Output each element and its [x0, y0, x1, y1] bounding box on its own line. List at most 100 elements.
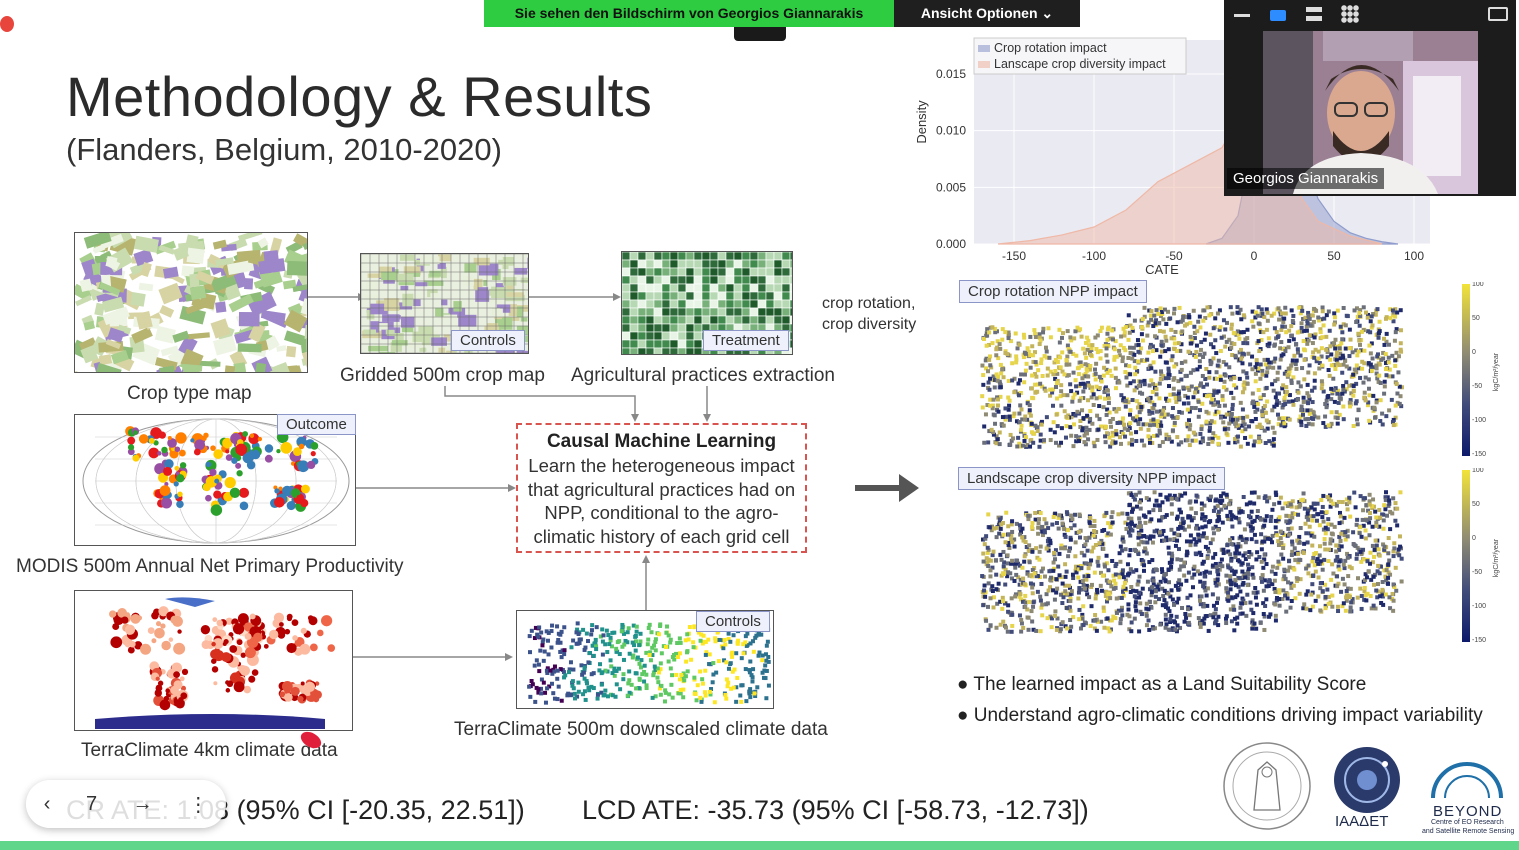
modis-npp-image	[74, 414, 356, 546]
legend-swatch	[978, 61, 990, 68]
colorbar-gradient	[1462, 470, 1470, 642]
lcd-map-tag: Landscape crop diversity NPP impact	[958, 467, 1226, 490]
controls-tag-2: Controls	[696, 611, 770, 632]
minimize-icon[interactable]	[1234, 14, 1250, 17]
slide-subtitle: (Flanders, Belgium, 2010-2020)	[66, 132, 502, 167]
legend-label: Lanscape crop diversity impact	[994, 57, 1166, 71]
arrow-icon	[356, 484, 516, 492]
causal-line: that agricultural practices had on	[527, 478, 796, 500]
slide-page-number: 7	[85, 792, 98, 815]
beyond-sub-1: Centre of EO Research	[1431, 819, 1504, 826]
colorbar-unit: kgC/m²/year	[1493, 538, 1500, 577]
x-tick-label: 50	[1327, 249, 1341, 263]
x-tick-label: 100	[1404, 249, 1424, 263]
gallery-grid-icon[interactable]	[1341, 5, 1359, 23]
y-tick-label: 0.000	[936, 237, 966, 251]
outcome-tag: Outcome	[277, 414, 356, 435]
controls-tag: Controls	[451, 330, 525, 351]
crop-type-map-image	[74, 232, 308, 373]
y-tick-label: 0.010	[936, 124, 966, 138]
slide-title: Methodology & Results	[66, 65, 653, 128]
colorbar: 100 50 0 -50 -100 -150 kgC/m²/year	[1462, 282, 1500, 458]
speaker-view-icon[interactable]	[1270, 10, 1286, 21]
bottom-accent-strip	[0, 841, 1519, 850]
legend-label: Crop rotation impact	[994, 41, 1107, 55]
landscape-diversity-impact-map	[980, 490, 1404, 634]
modis-caption: MODIS 500m Annual Net Primary Productivi…	[16, 556, 404, 577]
bullet-item: ● The learned impact as a Land Suitabili…	[957, 674, 1367, 695]
colorbar-tick: 0	[1472, 535, 1476, 542]
share-bar-tab[interactable]	[734, 27, 786, 41]
crop-rotation-impact-map	[980, 305, 1404, 449]
sharing-notice: Sie sehen den Bildschirm von Georgios Gi…	[484, 0, 894, 27]
y-tick-label: 0.015	[936, 67, 966, 81]
colorbar: 100 50 0 -50 -100 -150 kgC/m²/year	[1462, 468, 1500, 644]
y-axis-label: Density	[914, 100, 929, 144]
causal-description: Learn the heterogeneous impact that agri…	[518, 454, 805, 548]
causal-line: NPP, conditional to the agro-	[544, 502, 779, 523]
arrow-icon	[353, 653, 513, 661]
view-options-label: Ansicht Optionen	[920, 5, 1038, 21]
legend-swatch	[978, 45, 990, 52]
colorbar-tick: 50	[1472, 501, 1480, 508]
filmstrip-icon[interactable]	[1306, 7, 1322, 21]
iaaaet-label: IAAΔET	[1335, 813, 1389, 830]
colorbar-tick: 0	[1472, 349, 1476, 356]
crop-type-caption: Crop type map	[127, 383, 252, 404]
x-tick-label: -50	[1165, 249, 1183, 263]
chevron-down-icon: ⌄	[1041, 5, 1054, 21]
prev-slide-icon[interactable]: ‹	[43, 792, 51, 815]
y-tick-label: 0.005	[936, 180, 966, 194]
exit-minimized-icon[interactable]	[1488, 7, 1508, 21]
colorbar-tick: -150	[1472, 451, 1486, 458]
treatment-tag: Treatment	[703, 330, 789, 351]
lcd-ate-text: LCD ATE: -35.73 (95% CI [-58.73, -12.73]…	[582, 795, 1089, 825]
screen-share-bar: Sie sehen den Bildschirm von Georgios Gi…	[484, 0, 1080, 27]
colorbar-tick: 50	[1472, 315, 1480, 322]
colorbar-tick: -100	[1472, 603, 1486, 610]
colorbar-tick: -50	[1472, 383, 1482, 390]
x-tick-label: -100	[1082, 249, 1106, 263]
colorbar-tick: -150	[1472, 637, 1486, 644]
terraclimate-caption: TerraClimate 4km climate data	[81, 740, 338, 761]
legend-box	[973, 37, 1187, 75]
colorbar-gradient	[1462, 284, 1470, 456]
bullet-text: Understand agro-climatic conditions driv…	[973, 705, 1483, 726]
x-tick-label: -150	[1002, 249, 1026, 263]
causal-title: Causal Machine Learning	[546, 431, 777, 452]
terraclimate-4km-image	[74, 590, 353, 731]
x-axis-label: CATE	[1145, 262, 1179, 277]
more-options-icon[interactable]: ⋮	[188, 793, 209, 816]
big-arrow-icon	[855, 474, 919, 502]
bullet-item: ● Understand agro-climatic conditions dr…	[957, 705, 1483, 726]
beyond-label: BEYOND	[1433, 803, 1503, 820]
downscaled-climate-image	[516, 610, 774, 709]
downscaled-caption: TerraClimate 500m downscaled climate dat…	[454, 719, 828, 740]
arrow-icon	[308, 293, 366, 301]
causal-ml-box: Causal Machine Learning Learn the hetero…	[516, 423, 807, 553]
colorbar-unit: kgC/m²/year	[1493, 352, 1500, 391]
arrow-icon	[529, 293, 621, 301]
speaker-name-label: Georgios Giannarakis	[1227, 168, 1385, 189]
cr-map-tag: Crop rotation NPP impact	[959, 280, 1147, 303]
colorbar-tick: 100	[1472, 468, 1484, 474]
next-slide-icon[interactable]: →	[132, 792, 153, 815]
agri-caption: Agricultural practices extraction	[571, 365, 835, 386]
bullet-text: The learned impact as a Land Suitability…	[973, 674, 1367, 695]
colorbar-tick: -50	[1472, 569, 1482, 576]
beyond-logo	[1431, 762, 1503, 799]
gridded-caption: Gridded 500m crop map	[340, 365, 545, 386]
causal-line: Learn the heterogeneous impact	[528, 455, 795, 476]
recording-indicator-icon	[0, 16, 14, 32]
observatory-seal-logo	[1223, 742, 1311, 830]
causal-line: climatic history of each grid cell	[533, 525, 790, 547]
x-tick-label: 0	[1251, 249, 1258, 263]
treatment-note-2: crop diversity	[822, 316, 917, 333]
colorbar-tick: 100	[1472, 282, 1484, 288]
view-options-button[interactable]: Ansicht Optionen ⌄	[894, 0, 1080, 27]
arrow-icon	[642, 555, 650, 611]
beyond-sub-2: and Satellite Remote Sensing	[1422, 828, 1515, 835]
colorbar-tick: -100	[1472, 417, 1486, 424]
treatment-note-1: crop rotation,	[822, 295, 916, 312]
iaaaet-logo	[1334, 747, 1400, 813]
